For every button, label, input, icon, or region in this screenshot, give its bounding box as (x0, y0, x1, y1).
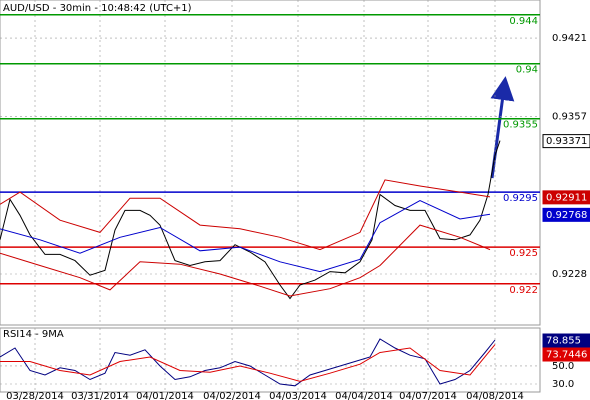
value-badge (542, 190, 590, 205)
series-line (0, 224, 491, 297)
x-tick-label: 04/01/2014 (136, 391, 194, 400)
y-tick-label: 30.0 (552, 379, 574, 390)
series-line (0, 140, 501, 300)
x-tick-label: 04/03/2014 (269, 391, 327, 400)
level-label: 0.94 (516, 65, 538, 76)
x-tick-label: 04/04/2014 (335, 391, 393, 400)
series-line (0, 338, 496, 387)
level-label: 0.9295 (503, 193, 538, 204)
y-tick-label: 0.9421 (552, 33, 587, 44)
level-label: 0.922 (509, 285, 538, 296)
value-badge-label: 0.92768 (546, 210, 587, 221)
level-label: 0.9355 (503, 120, 538, 131)
value-badge-label: 78.855 (546, 336, 581, 347)
value-badge (542, 207, 590, 222)
x-tick-label: 04/07/2014 (399, 391, 457, 400)
level-label: 0.925 (509, 248, 538, 259)
value-badge-label: 0.92911 (546, 192, 587, 203)
chart-title: AUD/USD - 30min - 10:48:42 (UTC+1) (3, 3, 192, 14)
rsi-title: RSI14 - 9MA (3, 329, 64, 340)
x-tick-label: 04/02/2014 (203, 391, 261, 400)
x-tick-label: 04/08/2014 (466, 391, 524, 400)
series-line (0, 179, 491, 251)
series-line (0, 344, 496, 382)
rsi-panel (0, 327, 541, 393)
series-line (0, 200, 491, 273)
value-badge (542, 333, 590, 348)
value-badge (542, 347, 590, 362)
price-panel (0, 0, 541, 326)
value-badge-label: 0.93371 (546, 136, 587, 147)
y-tick-label: 0.9228 (552, 269, 587, 280)
value-badge (542, 134, 590, 149)
level-label: 0.944 (509, 16, 538, 27)
y-tick-label: 0.9357 (552, 111, 587, 122)
x-tick-label: 03/31/2014 (71, 391, 129, 400)
x-tick-label: 03/28/2014 (6, 391, 64, 400)
y-tick-label: 50.0 (552, 361, 574, 372)
value-badge-label: 73.7446 (546, 350, 587, 361)
